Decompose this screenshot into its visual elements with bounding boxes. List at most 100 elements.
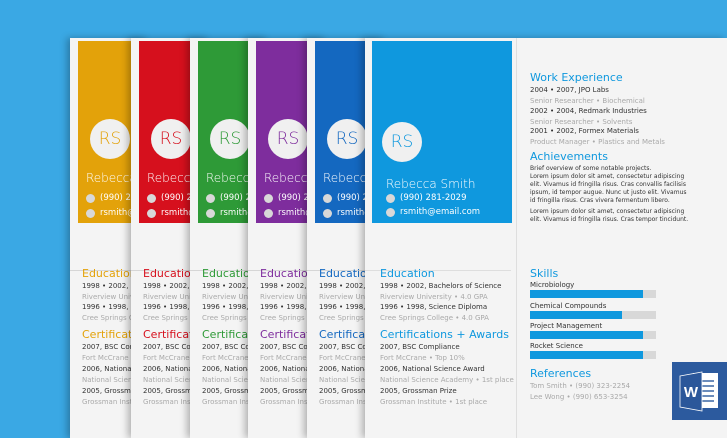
name: Rebecca Smith — [386, 177, 476, 191]
monogram: RS — [327, 119, 367, 159]
education-heading: Education — [260, 267, 315, 280]
cert-line: 2005, Grossma — [82, 387, 136, 395]
resume-page-front[interactable]: RS Rebecca Smith (990) 281-2029 rsmith@e… — [365, 38, 727, 438]
reference-2: Lee Wong • (990) 653-3254 — [530, 393, 628, 401]
name: Rebecca — [264, 171, 315, 185]
work-role-3: Product Manager • Plastics and Metals — [530, 138, 665, 146]
email: rsmith@ — [337, 208, 373, 218]
achievement-line: id fringilla risus. Cras vivera fermentu… — [530, 197, 670, 204]
cert-detail-3: Grossman Institute • 1st place — [380, 398, 488, 406]
phone-icon — [86, 194, 95, 203]
edu-line-1: 1998 • 2002, Bachelors of Science — [380, 282, 502, 290]
email: rsmith@ — [278, 208, 314, 218]
edu-line-2: 1996 • 1998, Science Diploma — [380, 303, 488, 311]
cert-line: 2007, BSC Com — [143, 343, 198, 351]
phone: (990) 2 — [337, 193, 368, 203]
email: rsmith@ — [161, 208, 197, 218]
phone: (990) 2 — [100, 193, 131, 203]
cert-detail: Fort McCrane — [143, 354, 190, 362]
cert-line: 2007, BSC Com — [202, 343, 257, 351]
divider — [131, 270, 209, 271]
word-logo-icon: W — [679, 371, 718, 412]
cert-line: 2005, Grossma — [143, 387, 197, 395]
work-experience-heading: Work Experience — [530, 71, 623, 84]
cert-detail-1: Fort McCrane • Top 10% — [380, 354, 465, 362]
edu-line-2: 1996 • 1998, Sc — [319, 303, 376, 311]
monogram: RS — [382, 122, 422, 162]
cert-line: 2006, National — [319, 365, 371, 373]
cert-line: 2005, Grossma — [202, 387, 256, 395]
cert-line: 2006, National — [260, 365, 312, 373]
education-heading: Education — [202, 267, 257, 280]
name: Rebecca — [323, 171, 374, 185]
edu-line-1: 1998 • 2002, Ba — [82, 282, 140, 290]
word-letter: W — [684, 384, 699, 401]
email-icon — [386, 208, 395, 217]
cert-line-2: 2006, National Science Award — [380, 365, 485, 373]
cert-detail: Fort McCrane — [260, 354, 307, 362]
achievement-line: ipsum, id tempor augue. Nunc ut justo el… — [530, 189, 687, 196]
divider — [307, 270, 385, 271]
phone: (990) 2 — [220, 193, 251, 203]
edu-detail-1: Riverview Unive — [260, 293, 317, 301]
work-role-2: Senior Researcher • Solvents — [530, 118, 633, 126]
cert-detail: Grossman Institu — [143, 398, 203, 406]
divider — [70, 270, 148, 271]
skill-label-3: Project Management — [530, 322, 603, 330]
edu-line-1: 1998 • 2002, Ba — [143, 282, 201, 290]
email-icon — [206, 209, 215, 218]
achievements-heading: Achievements — [530, 150, 608, 163]
phone-icon — [147, 194, 156, 203]
edu-detail-2: Cree Springs Co — [260, 314, 317, 322]
divider — [190, 270, 268, 271]
edu-detail-2: Cree Springs College • 4.0 GPA — [380, 314, 489, 322]
skill-fill-3 — [530, 331, 644, 339]
phone: (990) 2 — [161, 193, 192, 203]
name: Rebecca — [86, 171, 137, 185]
cert-line: 2005, Grossma — [260, 387, 314, 395]
cert-line-1: 2007, BSC Compliance — [380, 343, 460, 351]
education-heading: Education — [143, 267, 198, 280]
edu-detail-2: Cree Springs Co — [202, 314, 259, 322]
cert-line: 2006, National — [143, 365, 195, 373]
cert-line: 2005, Grossma — [319, 387, 373, 395]
skill-label-1: Microbiology — [530, 281, 575, 289]
email: rsmith@ — [100, 208, 136, 218]
achievement-line: Lorem ipsum dolor sit amet, consectetur … — [530, 173, 685, 180]
cert-detail: Grossman Instit — [202, 398, 258, 406]
phone-icon — [386, 194, 395, 203]
skill-fill-2 — [530, 311, 622, 319]
cert-detail-2: National Science Academy • 1st place — [380, 376, 514, 384]
cert-detail: Fort McCrane — [82, 354, 129, 362]
edu-detail-1: Riverview Unive — [143, 293, 200, 301]
edu-line-1: 1998 • 2002, Ba — [202, 282, 260, 290]
monogram: RS — [268, 119, 308, 159]
edu-line-2: 1996 • 1998, Sc — [260, 303, 317, 311]
achievement-line: Lorem ipsum dolor sit amet, consectetur … — [530, 208, 685, 215]
skill-label-2: Chemical Compounds — [530, 302, 607, 310]
email-icon — [264, 209, 273, 218]
cert-line: 2006, National — [82, 365, 134, 373]
phone: (990) 2 — [278, 193, 309, 203]
skills-heading: Skills — [530, 267, 559, 280]
work-line-3: 2001 • 2002, Formex Materials — [530, 127, 639, 135]
education-heading: Education — [82, 267, 137, 280]
reference-1: Tom Smith • (990) 323-2254 — [530, 382, 631, 390]
edu-detail-1: Riverview Univer — [82, 293, 142, 301]
cert-detail: National Scien — [82, 376, 133, 384]
divider — [248, 270, 326, 271]
monogram: RS — [151, 119, 191, 159]
edu-line-2: 1996 • 1998, Sci — [143, 303, 202, 311]
word-icon[interactable]: W — [672, 362, 727, 420]
edu-detail-2: Cree Springs Co — [82, 314, 139, 322]
cert-detail: Fort McCrane — [319, 354, 366, 362]
edu-detail-1: Riverview University • 4.0 GPA — [380, 293, 488, 301]
monogram: RS — [210, 119, 250, 159]
references-heading: References — [530, 367, 592, 380]
cert-detail: Grossman Instit — [319, 398, 375, 406]
cert-detail: Grossman Instit — [260, 398, 316, 406]
email-icon — [323, 209, 332, 218]
edu-detail-2: Cree Springs Co — [319, 314, 376, 322]
divider — [365, 270, 511, 271]
edu-detail-1: Riverview Unive — [202, 293, 259, 301]
